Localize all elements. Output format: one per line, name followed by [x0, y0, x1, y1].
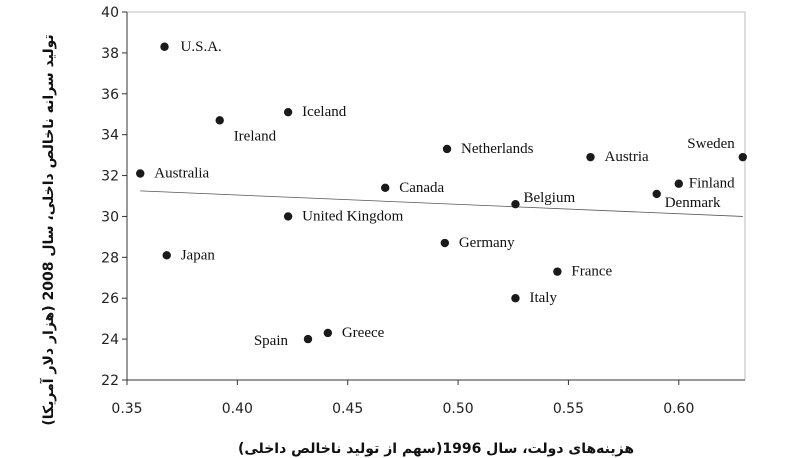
x-tick-label: 0.35: [111, 401, 142, 417]
y-tick-label: 38: [101, 46, 119, 62]
y-tick-label: 36: [101, 87, 119, 103]
plot-frame: [126, 11, 746, 381]
x-tick-label: 0.50: [442, 401, 473, 417]
y-axis-title: تولید سرانه ناخالص داخلی، سال 2008 (هزار…: [39, 34, 57, 425]
data-point: [381, 183, 390, 193]
x-tick-label: 0.40: [222, 401, 253, 417]
y-tick-label: 22: [101, 373, 119, 389]
x-tick-label: 0.55: [553, 401, 584, 417]
y-tick-label: 32: [101, 169, 119, 185]
y-tick-label: 30: [101, 209, 119, 225]
data-point: [652, 189, 661, 199]
data-point: [553, 267, 562, 276]
data-point: [323, 328, 333, 338]
data-point: [511, 294, 520, 303]
data-point-label: Finland: [689, 176, 735, 192]
data-point-label: Greece: [342, 325, 385, 341]
data-point-label: Canada: [399, 180, 444, 196]
data-point: [162, 251, 171, 260]
data-point-label: Ireland: [234, 128, 277, 144]
data-point: [283, 212, 293, 221]
x-axis-title: هزینه‌های دولت، سال 1996(سهم از تولید نا…: [238, 441, 634, 457]
data-point-label: Italy: [529, 290, 557, 306]
data-point: [303, 334, 313, 344]
y-tick-label: 40: [101, 5, 119, 21]
data-point-label: Sweden: [687, 136, 735, 152]
data-point-label: Spain: [254, 333, 289, 349]
x-tick-label: 0.45: [332, 401, 363, 417]
data-point-label: Japan: [181, 247, 216, 263]
data-point-label: United Kingdom: [302, 208, 404, 224]
data-points: U.S.A. Iceland Ireland Netherlands Austria Sw…: [136, 39, 747, 349]
data-point: [136, 169, 145, 178]
data-point-label: Iceland: [302, 104, 347, 120]
data-point: [511, 199, 520, 209]
y-tick-label: 24: [101, 332, 119, 348]
data-point-label: Australia: [154, 166, 209, 182]
data-point: [674, 179, 683, 188]
x-tick-label: 0.60: [663, 401, 694, 417]
y-tick-label: 34: [101, 128, 119, 144]
data-point-label: Netherlands: [461, 141, 534, 157]
trendline-path: [140, 190, 743, 217]
data-point: [440, 238, 450, 248]
data-point-label: Austria: [605, 149, 650, 165]
data-point-label: France: [571, 264, 612, 280]
y-axis-ticks: 22 24 26 28 30 32 34 36 38 40: [101, 5, 127, 389]
y-tick-label: 28: [101, 250, 119, 266]
x-axis-ticks: 0.35 0.40 0.45 0.50 0.55 0.60: [111, 380, 694, 417]
data-point: [738, 152, 747, 162]
data-point-label: U.S.A.: [181, 39, 222, 55]
data-point: [215, 116, 224, 125]
data-point-label: Belgium: [523, 190, 575, 206]
data-point: [442, 144, 452, 154]
data-point: [586, 152, 595, 162]
data-point-label: Germany: [459, 235, 515, 251]
data-point: [283, 107, 293, 117]
trendline: [140, 190, 743, 217]
y-tick-label: 26: [101, 291, 119, 307]
data-point: [160, 42, 169, 51]
data-point-label: Denmark: [665, 195, 721, 211]
